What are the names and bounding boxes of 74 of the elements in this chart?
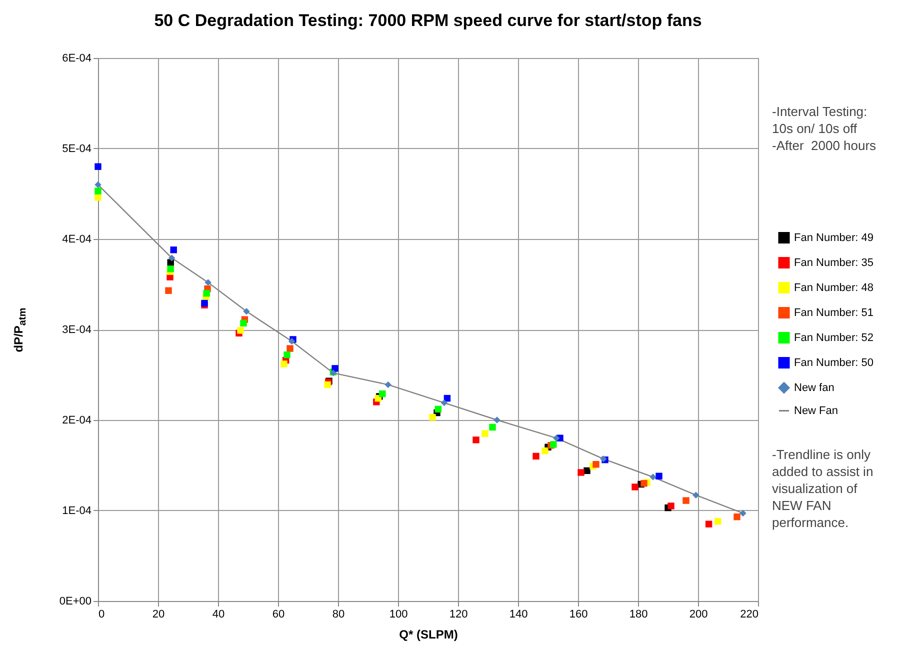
legend-label: New Fan — [794, 404, 838, 417]
y-tick-label: 5E-04 — [62, 143, 92, 155]
x-tick-label: 60 — [272, 608, 285, 620]
x-tick-label: 0 — [98, 608, 105, 620]
point — [640, 480, 648, 487]
y-tick-label: 4E-04 — [62, 234, 92, 246]
point — [434, 406, 442, 412]
legend-label: Fan Number: 49 — [794, 232, 874, 244]
x-tick-label: 80 — [332, 608, 345, 620]
point — [550, 441, 557, 448]
x-tick-label: 120 — [449, 608, 468, 620]
y-tick-label: 2E-04 — [62, 414, 92, 426]
point — [94, 188, 102, 194]
y-tick-label: 6E-04 — [62, 52, 92, 64]
point — [489, 424, 496, 431]
legend-label: Fan Number: 35 — [794, 256, 874, 269]
point — [592, 460, 600, 468]
text: -Trendline is only added to assist in visualization of NEW FAN performance. — [772, 446, 874, 531]
point — [167, 266, 174, 272]
x-axis-title: Q* (SLPM) — [399, 628, 458, 642]
x-tick-label: 180 — [629, 608, 648, 620]
point — [243, 308, 250, 315]
x-tick-label: 100 — [389, 608, 408, 620]
point — [440, 399, 448, 406]
legend-label: Fan Number: 51 — [794, 306, 874, 319]
point — [472, 436, 480, 444]
point — [240, 320, 247, 327]
point — [740, 510, 746, 517]
legend-label: Fan Number: 50 — [794, 356, 874, 369]
point — [553, 434, 560, 442]
y-tick-label: 0E+00 — [59, 596, 92, 608]
y-tick-label: 1E-04 — [62, 505, 92, 517]
legend-label: New fan — [794, 382, 834, 394]
point — [429, 414, 436, 421]
point — [650, 474, 656, 480]
point — [170, 246, 177, 254]
point — [705, 520, 712, 528]
x-tick-label: 20 — [152, 608, 165, 620]
point — [682, 497, 690, 504]
x-tick-label: 160 — [569, 608, 588, 620]
x-tick-label: 140 — [509, 608, 528, 620]
point — [656, 472, 662, 480]
point — [284, 351, 290, 358]
point — [237, 327, 244, 334]
legend-label: Fan Number: 52 — [794, 332, 874, 344]
x-tick-label: 220 — [740, 608, 758, 620]
point — [94, 163, 102, 170]
point — [168, 254, 176, 262]
point — [494, 416, 500, 424]
point — [578, 469, 584, 476]
x-tick-label: 200 — [689, 608, 708, 620]
x-tick-label: 40 — [212, 608, 225, 620]
point — [280, 360, 288, 368]
point — [94, 181, 102, 188]
point — [324, 381, 331, 388]
point — [532, 452, 540, 460]
point — [203, 290, 210, 297]
point — [286, 345, 294, 352]
point — [734, 513, 740, 520]
legend-label: Fan Number: 48 — [794, 282, 874, 294]
point — [379, 390, 386, 398]
point — [94, 194, 102, 201]
text: -Interval Testing: 10s on/ 10s off -After 2000 hours — [772, 103, 876, 154]
point — [204, 279, 212, 286]
point — [632, 484, 638, 490]
point — [668, 502, 674, 510]
chart-title: 50 C Degradation Testing: 7000 RPM speed curve for start/stop fans — [154, 11, 702, 30]
y-tick-label: 3E-04 — [62, 324, 92, 336]
point — [542, 447, 548, 454]
point — [384, 381, 392, 388]
point — [482, 430, 488, 437]
point — [692, 492, 700, 498]
point — [165, 287, 172, 294]
point — [714, 518, 722, 525]
